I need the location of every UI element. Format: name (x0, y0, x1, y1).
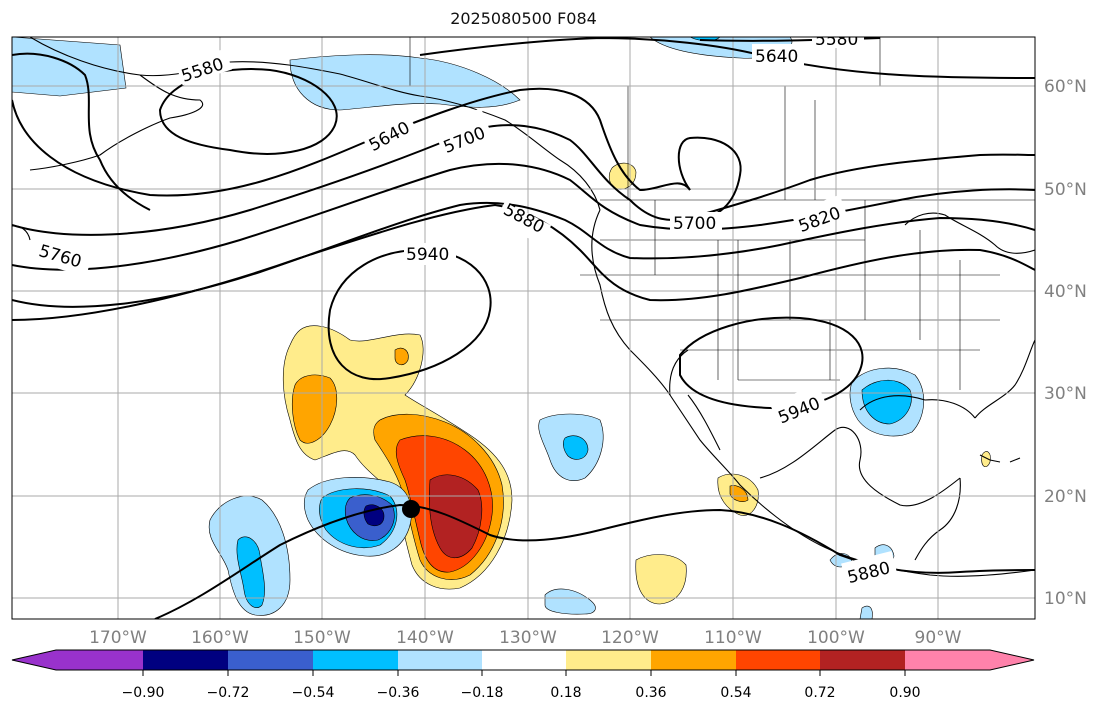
colorbar-cell (313, 650, 398, 670)
colorbar-extend-max (990, 650, 1034, 670)
lon-tick-label: 90°W (915, 628, 962, 648)
latitude-labels: 60°N 50°N 40°N 30°N 20°N 10°N (1044, 77, 1087, 609)
map-frame (11, 36, 1036, 620)
lon-tick-label: 120°W (601, 628, 659, 648)
colorbar-outline (11, 649, 1035, 671)
contour-5940-us (679, 316, 864, 410)
contour-5880-south (154, 503, 1035, 619)
colorbar-cell (56, 650, 143, 670)
map-area (12, 37, 1035, 619)
colorbar: −0.90 −0.72 −0.54 −0.36 −0.18 0.18 0.36 … (11, 649, 1035, 701)
contour-5760 (12, 162, 1035, 271)
lat-tick-label: 40°N (1044, 282, 1087, 302)
colorbar-cell (482, 650, 566, 670)
colorbar-cell (398, 650, 482, 670)
colorbar-cell (566, 650, 651, 670)
lat-tick-label: 20°N (1044, 487, 1087, 507)
lat-tick-label: 10°N (1044, 589, 1087, 609)
colorbar-tick-label: 0.90 (889, 685, 920, 701)
colorbar-tick-label: 0.36 (635, 685, 666, 701)
contour-5640 (12, 87, 691, 197)
colorbar-cell (905, 650, 990, 670)
colorbar-tick-label: −0.72 (207, 685, 250, 701)
contour-5880 (12, 203, 1035, 321)
colorbar-cells (12, 650, 1034, 670)
colorbar-cell (820, 650, 905, 670)
height-contours (12, 37, 1035, 619)
lat-tick-label: 60°N (1044, 77, 1087, 97)
colorbar-tick-label: 0.54 (720, 685, 751, 701)
colorbar-cell (143, 650, 228, 670)
lon-tick-label: 100°W (807, 628, 865, 648)
contour-5700 (12, 124, 1035, 236)
pos-area-canada (608, 162, 637, 190)
colorbar-tick-label: −0.36 (377, 685, 420, 701)
contour-label: 5700 (673, 214, 716, 234)
contour-5940-pacific (327, 248, 492, 381)
lon-tick-label: 150°W (293, 628, 351, 648)
colorbar-tick-labels: −0.90 −0.72 −0.54 −0.36 −0.18 0.18 0.36 … (122, 685, 921, 701)
colorbar-cell (651, 650, 736, 670)
colorbar-tick-label: 0.72 (804, 685, 835, 701)
colorbar-cell (228, 650, 313, 670)
lon-tick-label: 140°W (396, 628, 454, 648)
coastlines (12, 37, 1035, 577)
colorbar-ticks (142, 670, 906, 676)
colorbar-extend-min (12, 650, 56, 670)
map-title: 2025080500 F084 (450, 9, 597, 28)
pos-area-south (635, 554, 687, 605)
shaded-anomalies (12, 37, 991, 619)
contour-label: 5940 (406, 245, 449, 265)
colorbar-tick-label: −0.90 (122, 685, 165, 701)
lon-tick-label: 110°W (704, 628, 762, 648)
colorbar-tick-label: −0.54 (292, 685, 335, 701)
contour-label: 5640 (755, 47, 798, 67)
pos-area-orange-1 (291, 374, 338, 444)
lon-tick-label: 160°W (191, 628, 249, 648)
neg-area-alaska (12, 37, 127, 97)
lon-tick-label: 170°W (89, 628, 147, 648)
lon-tick-label: 130°W (499, 628, 557, 648)
colorbar-tick-label: −0.18 (461, 685, 504, 701)
storm-center-marker (402, 500, 420, 518)
neg-area-gulf-alaska (289, 54, 521, 111)
lat-tick-label: 30°N (1044, 384, 1087, 404)
longitude-labels: 170°W 160°W 150°W 140°W 130°W 120°W 110°… (89, 628, 962, 648)
lat-tick-label: 50°N (1044, 180, 1087, 200)
colorbar-tick-label: 0.18 (550, 685, 581, 701)
contour-label: 5580 (815, 30, 858, 50)
graticule (12, 37, 1035, 619)
colorbar-cell (736, 650, 820, 670)
